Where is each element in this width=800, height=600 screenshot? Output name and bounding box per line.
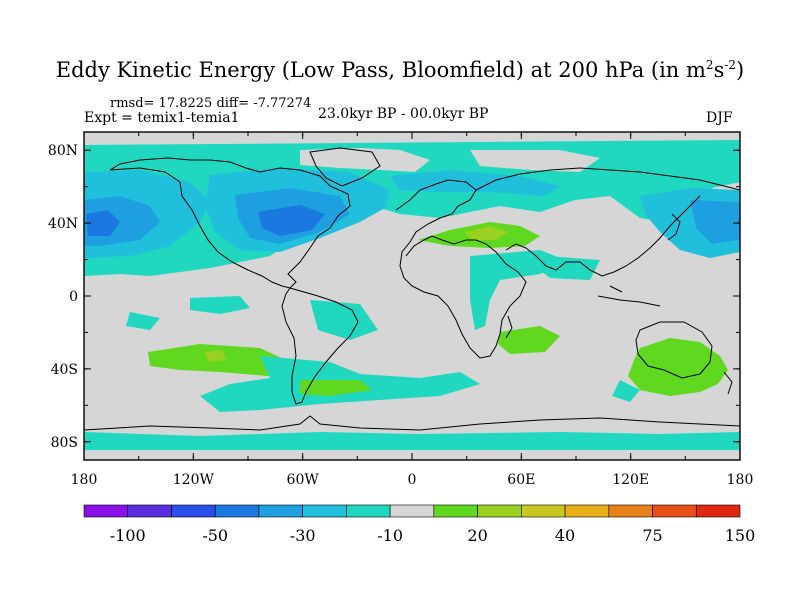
coast-europe-africa <box>395 179 527 359</box>
lon-label: 60W <box>287 472 320 488</box>
coast-asia <box>475 167 740 277</box>
lon-label: 0 <box>408 472 417 488</box>
lat-label: 40N <box>48 216 78 232</box>
colorbar-label: 75 <box>642 526 662 545</box>
lon-label: 120W <box>173 472 215 488</box>
colorbar-swatch <box>346 504 391 518</box>
coast-greenland <box>309 147 381 187</box>
contour-natl-50 <box>258 205 325 236</box>
colorbar-swatch <box>171 504 216 518</box>
coast-madagascar <box>505 315 513 339</box>
colorbar-swatch <box>521 504 566 518</box>
coast-indonesia <box>597 285 661 307</box>
colorbar-swatch <box>214 504 260 518</box>
stats-text: rmsd= 17.8225 diff= -7.77274 <box>110 96 312 111</box>
coast-north-america <box>109 157 351 289</box>
contour-safrica-20 <box>498 326 560 354</box>
colorbar-swatch <box>433 504 478 518</box>
colorbar-label: 20 <box>467 526 487 545</box>
contour-arctic-gray-2 <box>470 150 600 172</box>
colorbar-swatch <box>389 504 435 518</box>
lon-label: 180 <box>727 472 754 488</box>
contour-spac-30 <box>205 350 226 362</box>
contour-epac-10 <box>190 296 250 314</box>
colorbar-swatch <box>258 504 303 518</box>
coast-antarctica <box>84 415 740 431</box>
contour-so-20-patch <box>300 380 372 396</box>
lat-label: 40S <box>51 362 78 378</box>
lon-label: 60E <box>507 472 535 488</box>
contour-aus-20 <box>628 338 728 396</box>
coast-japan <box>667 213 681 241</box>
colorbar-label: -50 <box>202 526 228 545</box>
lat-label: 0 <box>69 289 78 305</box>
contour-arctic-gray <box>300 148 430 172</box>
colorbar-swatch <box>652 504 697 518</box>
coast-south-america <box>281 287 359 405</box>
contour-med-30 <box>465 226 508 240</box>
colorbar-label: -30 <box>290 526 316 545</box>
coast-australia <box>635 321 713 379</box>
contour-aus-10 <box>612 380 640 402</box>
colorbar-label: 150 <box>725 526 756 545</box>
coast-new-zealand <box>723 371 733 395</box>
contour-samerica-10 <box>310 300 378 340</box>
contour-spac-patch <box>126 312 160 330</box>
colorbar-swatch <box>83 504 129 518</box>
plot-title: Eddy Kinetic Energy (Low Pass, Bloomfiel… <box>55 58 745 82</box>
contour-wpac-40 <box>690 200 740 244</box>
contour-eastasia-gray <box>560 216 640 240</box>
lon-label: 120E <box>612 472 649 488</box>
experiment-label: Expt = temix1-temia1 <box>84 110 240 126</box>
period-label: 23.0kyr BP - 00.0kyr BP <box>318 106 489 122</box>
colorbar-swatch <box>477 504 522 518</box>
colorbar-swatch <box>608 504 653 518</box>
colorbar-swatch <box>302 504 347 518</box>
colorbar-label: 40 <box>555 526 575 545</box>
contour-eurasia-30 <box>390 170 560 196</box>
colorbar-swatch <box>127 504 172 518</box>
season-label: DJF <box>706 110 733 126</box>
coastlines <box>84 147 740 431</box>
colorbar-swatch <box>564 504 610 518</box>
longitude-axis: 180 120W 60W 0 60E 120E 180 <box>71 132 754 488</box>
contour-antarctic-10 <box>84 432 740 450</box>
lat-label: 80N <box>48 143 78 159</box>
latitude-axis: 80N 40N 0 40S 80S <box>48 143 740 451</box>
colorbar-swatch <box>695 504 741 518</box>
lon-label: 180 <box>71 472 98 488</box>
colorbar-label: -100 <box>110 526 146 545</box>
colorbar-label: -10 <box>377 526 403 545</box>
contour-npac-50 <box>86 210 120 236</box>
colorbar: -100 -50 -30 -10 20 40 75 150 <box>83 504 756 545</box>
lat-label: 80S <box>51 435 78 451</box>
